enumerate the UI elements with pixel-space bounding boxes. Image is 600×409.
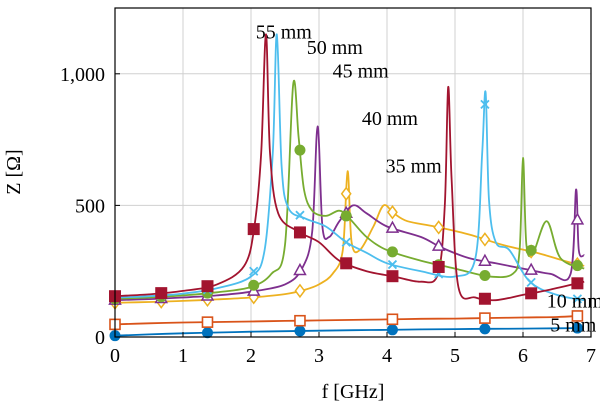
data-point [480, 99, 490, 109]
x-tick-label: 0 [110, 345, 120, 367]
data-point [155, 287, 168, 300]
series-annotation: 55 mm [256, 21, 313, 43]
data-point [571, 277, 584, 290]
data-point [386, 246, 398, 258]
data-point [294, 283, 306, 299]
y-tick-label: 500 [75, 195, 105, 217]
y-tick-label: 0 [95, 327, 105, 349]
x-tick-label: 1 [178, 345, 188, 367]
data-point [248, 279, 260, 291]
series-line-7 [114, 33, 585, 302]
data-point [341, 237, 351, 247]
plot-frame [114, 7, 592, 338]
data-point [201, 280, 214, 293]
data-point [479, 270, 491, 282]
series-annotation: 35 mm [386, 156, 443, 178]
data-point [249, 266, 259, 276]
data-point [478, 253, 492, 266]
x-axis-label: f [GHz] [322, 381, 385, 403]
data-point [571, 322, 583, 334]
data-point [478, 292, 491, 305]
x-tick-label: 5 [450, 345, 460, 367]
series-line-1 [114, 327, 578, 337]
data-point [294, 144, 306, 156]
data-point [295, 210, 305, 220]
x-tick-label: 6 [518, 345, 528, 367]
series-line-3 [114, 170, 585, 304]
series-annotation: 10 mm [547, 291, 600, 313]
data-point [293, 262, 307, 276]
data-point [247, 223, 260, 236]
series-annotation: 40 mm [362, 108, 419, 130]
data-point [340, 186, 352, 201]
data-point [201, 327, 213, 339]
data-point [386, 270, 399, 283]
data-point [479, 312, 491, 324]
data-point [479, 232, 491, 247]
data-point [571, 310, 584, 322]
data-point [340, 210, 352, 222]
series-line-6 [114, 33, 585, 302]
data-point [385, 220, 400, 233]
data-point [340, 257, 353, 270]
data-point [386, 313, 399, 326]
x-tick-label: 4 [382, 345, 392, 367]
data-point [570, 212, 585, 225]
x-tick-label: 3 [314, 345, 324, 367]
data-point [526, 277, 536, 288]
series-annotation: 50 mm [307, 37, 364, 59]
series-annotation: 5 mm [550, 315, 597, 337]
data-point [293, 226, 306, 239]
series-annotation: 45 mm [333, 61, 390, 83]
data-point [294, 314, 306, 327]
series-markers [108, 99, 585, 342]
data-point [432, 260, 445, 273]
x-tick-label: 7 [586, 345, 596, 367]
data-point [431, 238, 446, 251]
data-point [201, 316, 214, 328]
data-point [525, 244, 537, 256]
axis-ticks: 0 1 2 3 4 5 6 7 0 500 1,000 [60, 64, 596, 367]
data-point [433, 220, 445, 235]
data-point [387, 204, 398, 220]
data-point [294, 325, 306, 337]
x-tick-label: 2 [246, 345, 256, 367]
data-point [479, 323, 491, 335]
series-line-2 [114, 315, 578, 326]
data-point [525, 287, 538, 300]
data-point [572, 294, 583, 304]
data-point [571, 260, 583, 272]
y-axis-label: Z [Ω] [3, 149, 25, 194]
y-tick-label: 1,000 [60, 64, 105, 86]
data-point [386, 324, 398, 336]
data-point [524, 262, 538, 275]
data-point [387, 259, 398, 270]
